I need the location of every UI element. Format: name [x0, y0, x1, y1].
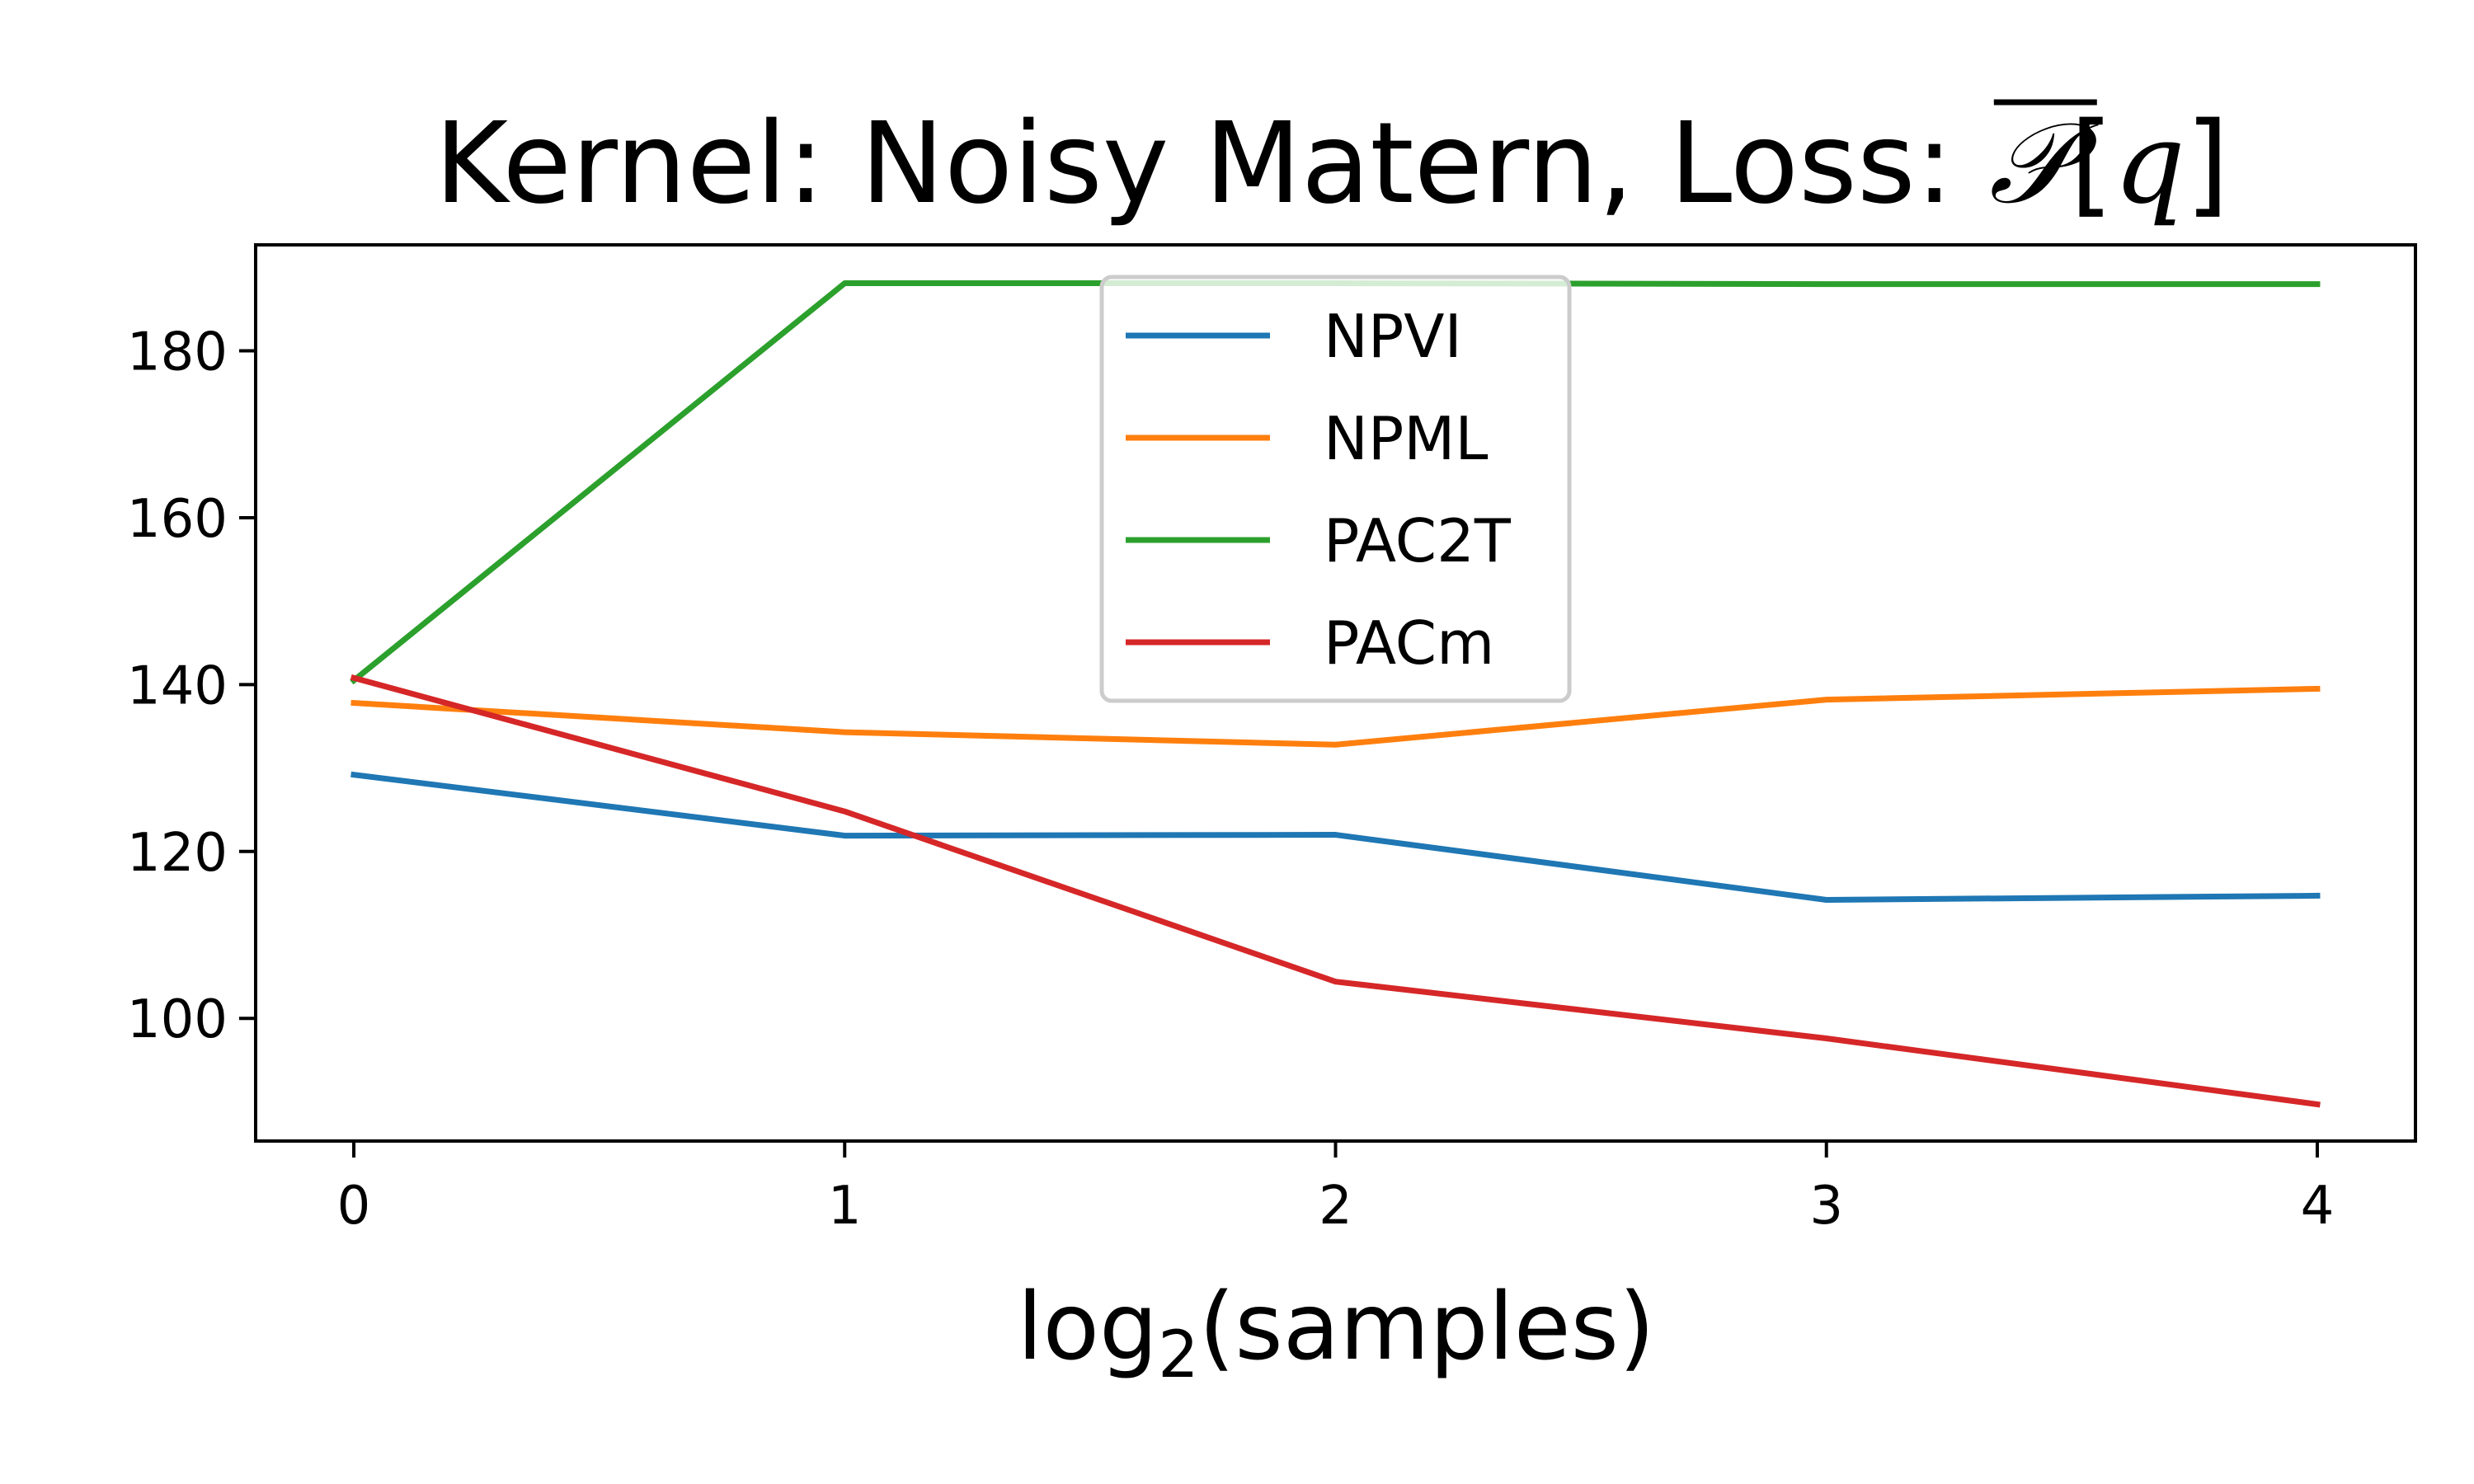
chart-title-prefix: Kernel: Noisy Matern, Loss: [435, 99, 1989, 229]
x-axis-label-base: log [1017, 1274, 1158, 1381]
x-tick-label: 0 [337, 1176, 371, 1237]
legend-label-npvi: NPVI [1324, 302, 1462, 371]
chart-title-variable: q [2114, 99, 2185, 229]
y-axis: 100 120 140 160 180 [127, 322, 256, 1050]
chart-title-bracket-close: ] [2185, 99, 2229, 229]
series-line-npml [350, 685, 2321, 748]
y-tick-label: 120 [127, 823, 228, 884]
y-tick-label: 160 [127, 489, 228, 550]
chart-title: Kernel: Noisy Matern, Loss: 𝒫[q] [435, 99, 2229, 229]
series-line-pacm [350, 674, 2321, 1108]
x-tick-label: 4 [2301, 1176, 2335, 1237]
x-tick-label: 2 [1319, 1176, 1352, 1237]
x-axis-label-rest: (samples) [1199, 1274, 1655, 1381]
legend: NPVI NPML PAC2T PACm [1099, 275, 1572, 703]
x-tick-label: 1 [828, 1176, 862, 1237]
chart-title-bracket-open: [ [2070, 99, 2114, 229]
x-tick-label: 3 [1809, 1176, 1843, 1237]
y-tick-label: 140 [127, 655, 228, 716]
x-axis-label: log2(samples) [1017, 1274, 1654, 1392]
y-tick-label: 180 [127, 322, 228, 383]
legend-label-npml: NPML [1324, 404, 1489, 473]
y-tick-label: 100 [127, 989, 228, 1050]
series-line-npvi [350, 771, 2321, 904]
x-axis: 0 1 2 3 4 [337, 1141, 2335, 1237]
legend-frame [1099, 275, 1572, 703]
legend-label-pacm: PACm [1324, 608, 1494, 678]
legend-label-pac2t: PAC2T [1324, 506, 1512, 575]
x-axis-label-subscript: 2 [1158, 1318, 1199, 1392]
